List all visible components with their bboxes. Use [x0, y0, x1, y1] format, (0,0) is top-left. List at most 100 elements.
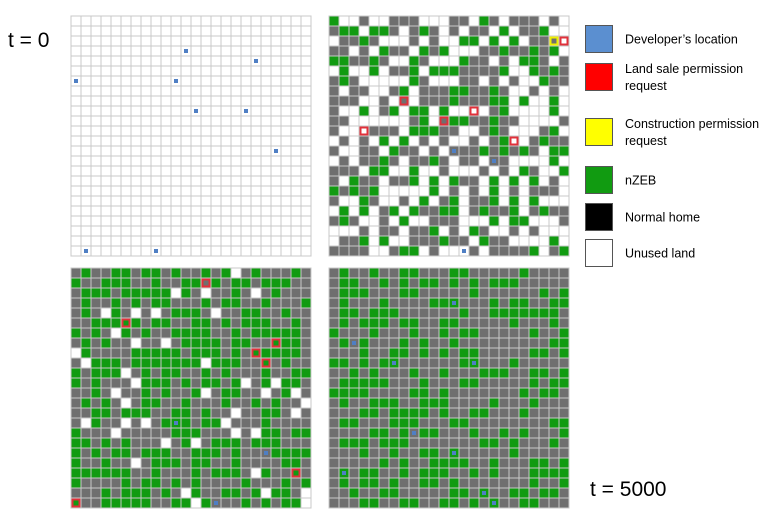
cell-normal — [538, 477, 550, 489]
cell-nzeb — [150, 287, 162, 299]
cell-unused — [538, 175, 550, 187]
cell-unused — [300, 95, 312, 107]
cell-normal — [328, 195, 340, 207]
cell-unused — [270, 105, 282, 117]
cell-normal — [478, 25, 490, 37]
cell-nzeb — [130, 297, 142, 309]
cell-normal — [518, 467, 530, 479]
cell-normal — [270, 467, 282, 479]
cell-normal — [250, 357, 262, 369]
cell-normal — [120, 337, 132, 349]
legend-label-sale: Land sale permission request — [625, 62, 744, 93]
cell-normal — [398, 327, 410, 339]
cell-nzeb — [270, 487, 282, 499]
cell-nzeb — [408, 245, 420, 257]
cell-unused — [170, 35, 182, 47]
cell-unused — [498, 175, 510, 187]
cell-nzeb — [160, 357, 172, 369]
cell-unused — [378, 245, 390, 257]
cell-normal — [498, 487, 510, 499]
cell-normal — [300, 407, 312, 419]
cell-nzeb — [358, 377, 370, 389]
cell-normal — [80, 457, 92, 469]
cell-unused — [290, 75, 302, 87]
cell-normal — [398, 175, 410, 187]
cell-unused — [200, 65, 212, 77]
cell-unused — [428, 165, 440, 177]
cell-unused — [210, 235, 222, 247]
cell-unused — [538, 225, 550, 237]
cell-unused — [130, 185, 142, 197]
cell-normal — [358, 267, 370, 279]
cell-unused — [250, 35, 262, 47]
cell-unused — [190, 125, 202, 137]
cell-normal — [408, 25, 420, 37]
cell-normal — [458, 337, 470, 349]
cell-unused — [170, 125, 182, 137]
cell-nzeb — [200, 297, 212, 309]
cell-normal — [408, 277, 420, 289]
cell-unused — [250, 165, 262, 177]
cell-normal — [498, 287, 510, 299]
cell-normal — [170, 337, 182, 349]
cell-normal — [418, 437, 430, 449]
cell-normal — [210, 407, 222, 419]
cell-unused — [140, 417, 152, 429]
cell-normal — [408, 15, 420, 27]
cell-nzeb — [250, 327, 262, 339]
cell-normal — [160, 497, 172, 509]
cell-nzeb — [290, 427, 302, 439]
cell-unused — [190, 25, 202, 37]
cell-nzeb — [100, 317, 112, 329]
cell-unused — [110, 245, 122, 257]
cell-normal — [338, 497, 350, 509]
cell-unused — [100, 85, 112, 97]
cell-unused — [140, 55, 152, 67]
cell-unused — [140, 205, 152, 217]
cell-normal — [528, 387, 540, 399]
cell-unused — [538, 165, 550, 177]
cell-unused — [250, 467, 262, 479]
cell-normal — [170, 437, 182, 449]
cell-unused — [518, 75, 530, 87]
sale-highlight — [399, 96, 409, 106]
cell-normal — [528, 205, 540, 217]
cell-unused — [338, 125, 350, 137]
cell-unused — [150, 235, 162, 247]
cell-unused — [518, 205, 530, 217]
cell-nzeb — [438, 65, 450, 77]
cell-normal — [190, 267, 202, 279]
swatch-nzeb — [585, 166, 613, 194]
cell-nzeb — [418, 407, 430, 419]
cell-nzeb — [348, 377, 360, 389]
cell-normal — [538, 427, 550, 439]
cell-normal — [250, 387, 262, 399]
cell-normal — [438, 377, 450, 389]
cell-normal — [558, 215, 570, 227]
cell-nzeb — [150, 317, 162, 329]
cell-unused — [240, 175, 252, 187]
cell-unused — [160, 25, 172, 37]
cell-unused — [120, 55, 132, 67]
cell-normal — [358, 45, 370, 57]
cell-nzeb — [498, 277, 510, 289]
cell-unused — [300, 195, 312, 207]
cell-unused — [250, 15, 262, 27]
cell-normal — [378, 327, 390, 339]
cell-unused — [508, 165, 520, 177]
cell-normal — [488, 347, 500, 359]
cell-nzeb — [230, 327, 242, 339]
cell-normal — [428, 287, 440, 299]
cell-normal — [70, 297, 82, 309]
cell-normal — [488, 337, 500, 349]
cell-normal — [538, 125, 550, 137]
cell-unused — [70, 145, 82, 157]
cell-nzeb — [358, 407, 370, 419]
cell-normal — [468, 95, 480, 107]
cell-nzeb — [528, 245, 540, 257]
cell-unused — [170, 145, 182, 157]
cell-nzeb — [498, 95, 510, 107]
cell-unused — [358, 215, 370, 227]
cell-normal — [498, 387, 510, 399]
cell-nzeb — [428, 125, 440, 137]
